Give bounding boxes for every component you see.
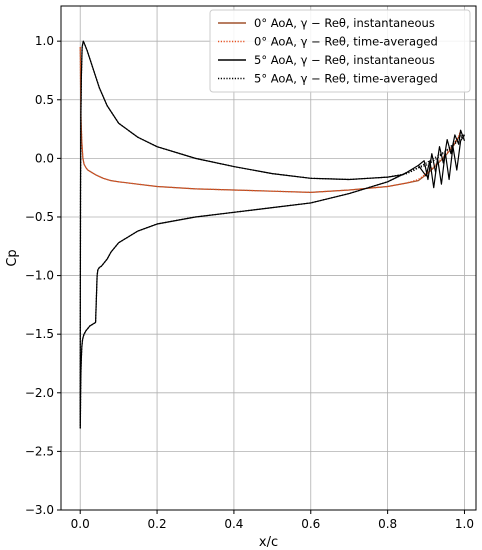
legend-entry-0: 0° AoA, γ − Reθ, instantaneous (254, 16, 435, 30)
y-tick-label: −3.0 (25, 503, 54, 517)
x-tick-label: 0.8 (378, 517, 397, 531)
y-tick-label: −2.5 (25, 444, 54, 458)
y-tick-label: −0.5 (25, 210, 54, 224)
legend-entry-1: 0° AoA, γ − Reθ, time-averaged (254, 35, 438, 49)
y-tick-label: 1.0 (35, 34, 54, 48)
x-axis-label: x/c (259, 535, 278, 550)
plot-frame (60, 5, 477, 511)
y-tick-label: 0.5 (35, 93, 54, 107)
y-axis-label: Cp (5, 249, 20, 266)
y-tick-label: −1.5 (25, 327, 54, 341)
series-line-2 (79, 40, 466, 429)
x-tick-label: 0.0 (71, 517, 90, 531)
series-lines (79, 40, 466, 429)
legend-box (209, 9, 471, 93)
axis-ticks: 0.0 0.2 0.4 0.6 0.8 1.0 −3.0 −2.5 −2.0 −1.5 −1.0 −0… (25, 34, 474, 531)
legend: 0° AoA, γ − Reθ, instantaneous 0° AoA, γ … (209, 9, 471, 93)
x-tick-label: 0.4 (224, 517, 243, 531)
x-tick-label: 0.2 (148, 517, 167, 531)
y-tick-label: −2.0 (25, 386, 54, 400)
y-tick-label: 0.0 (35, 151, 54, 165)
legend-entry-2: 5° AoA, γ − Reθ, instantaneous (254, 53, 435, 67)
legend-entry-3: 5° AoA, γ − Reθ, time-averaged (254, 72, 438, 86)
x-tick-label: 0.6 (301, 517, 320, 531)
x-tick-label: 1.0 (455, 517, 474, 531)
y-tick-label: −1.0 (25, 269, 54, 283)
series-line-3 (79, 40, 465, 429)
